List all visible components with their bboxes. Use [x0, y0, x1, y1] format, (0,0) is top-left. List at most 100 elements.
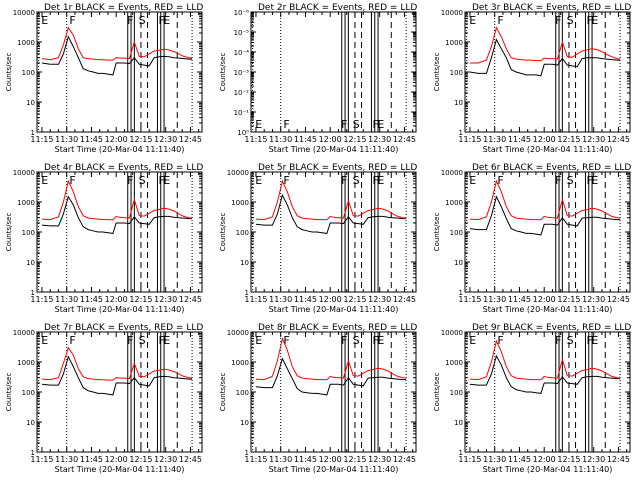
- phase-marker: F: [555, 14, 561, 27]
- x-tick-label: 11:45: [508, 295, 531, 304]
- x-axis-label: Start Time (20-Mar-04 11:11:40): [55, 305, 185, 314]
- phase-marker: F: [69, 174, 75, 187]
- phase-marker: E: [41, 334, 48, 347]
- x-tick-label: 12:15: [557, 455, 580, 464]
- y-tick-label: 10: [26, 259, 35, 267]
- phase-marker: F: [372, 118, 378, 131]
- phase-marker: F: [69, 14, 75, 27]
- y-tick-label: 100: [22, 69, 35, 77]
- x-tick-label: 12:00: [319, 295, 342, 304]
- y-axis-label: Counts/sec: [433, 213, 441, 252]
- plot-frame: [250, 11, 417, 133]
- plot-frame: [36, 11, 203, 133]
- x-tick-label: 12:15: [129, 135, 152, 144]
- y-axis-label: Counts/sec: [219, 373, 227, 412]
- x-tick-label: 11:45: [80, 455, 103, 464]
- x-axis-label: Start Time (20-Mar-04 11:11:40): [483, 305, 613, 314]
- y-tick-label: 1: [31, 129, 35, 137]
- y-tick-label: 100: [22, 389, 35, 397]
- panel-title: Det 1r BLACK = Events, RED = LLD: [44, 3, 203, 13]
- y-tick-label: 10000: [13, 9, 35, 17]
- lld-series-line: [469, 26, 621, 64]
- y-tick-label: 1000: [17, 359, 35, 367]
- events-series-line: [469, 354, 621, 394]
- x-tick-label: 12:00: [105, 295, 128, 304]
- y-axis-label: Counts/sec: [5, 373, 13, 412]
- x-tick-label: 12:30: [582, 455, 605, 464]
- events-series-line: [41, 195, 193, 234]
- x-tick-label: 11:30: [55, 295, 78, 304]
- x-tick-label: 11:15: [458, 135, 481, 144]
- phase-marker: F: [127, 174, 133, 187]
- lld-series-line: [469, 179, 621, 221]
- y-tick-label: 100: [22, 229, 35, 237]
- events-series-line: [255, 193, 407, 234]
- phase-marker: S: [353, 174, 360, 187]
- phase-marker: F: [158, 174, 164, 187]
- x-tick-label: 12:00: [533, 295, 556, 304]
- phase-marker: E: [163, 174, 170, 187]
- x-tick-label: 11:15: [458, 455, 481, 464]
- x-tick-label: 11:15: [244, 135, 267, 144]
- x-tick-label: 12:45: [179, 455, 202, 464]
- x-axis-label: Start Time (20-Mar-04 11:11:40): [483, 465, 613, 474]
- phase-marker: F: [341, 174, 347, 187]
- x-tick-label: 12:30: [368, 455, 391, 464]
- y-tick-label: 1000: [17, 39, 35, 47]
- x-tick-label: 12:30: [154, 295, 177, 304]
- phase-marker: E: [377, 334, 384, 347]
- x-tick-label: 12:00: [319, 455, 342, 464]
- plot-frame: [464, 171, 631, 293]
- panel-title: Det 3r BLACK = Events, RED = LLD: [472, 3, 631, 13]
- y-tick-label: 10: [26, 419, 35, 427]
- x-tick-label: 11:15: [244, 455, 267, 464]
- x-tick-label: 11:15: [30, 295, 53, 304]
- y-tick-label: 10000: [441, 329, 463, 337]
- x-axis-label: Start Time (20-Mar-04 11:11:40): [483, 145, 613, 154]
- lld-series-line: [469, 339, 621, 381]
- y-axis-label: Counts/sec: [219, 213, 227, 252]
- plot-frame: [464, 11, 631, 133]
- phase-marker: F: [497, 14, 503, 27]
- phase-marker: S: [353, 334, 360, 347]
- y-tick-label: 10000: [441, 169, 463, 177]
- phase-marker: E: [163, 334, 170, 347]
- x-axis-label: Start Time (20-Mar-04 11:11:40): [269, 145, 399, 154]
- y-tick-label: 1000: [231, 199, 249, 207]
- x-tick-label: 12:00: [105, 135, 128, 144]
- y-tick-label: 1: [459, 449, 463, 457]
- lld-series-line: [41, 346, 193, 381]
- y-tick-label: 10: [26, 99, 35, 107]
- panel-title: Det 2r BLACK = Events, RED = LLD: [258, 3, 417, 13]
- x-tick-label: 12:45: [607, 455, 630, 464]
- phase-marker: F: [372, 334, 378, 347]
- y-tick-label: 10⁻³: [234, 69, 250, 77]
- phase-marker: F: [586, 334, 592, 347]
- x-axis-label: Start Time (20-Mar-04 11:11:40): [269, 305, 399, 314]
- lld-series-line: [255, 337, 407, 381]
- x-tick-label: 11:30: [483, 135, 506, 144]
- x-tick-label: 11:45: [80, 135, 103, 144]
- phase-marker: F: [127, 14, 133, 27]
- x-tick-label: 12:15: [343, 295, 366, 304]
- x-tick-label: 11:45: [294, 135, 317, 144]
- y-tick-label: 100: [450, 229, 463, 237]
- phase-marker: F: [158, 334, 164, 347]
- y-tick-label: 10000: [227, 329, 249, 337]
- y-tick-label: 1000: [445, 199, 463, 207]
- y-axis-label: Counts/sec: [433, 373, 441, 412]
- x-axis-label: Start Time (20-Mar-04 11:11:40): [269, 465, 399, 474]
- x-tick-label: 12:45: [393, 295, 416, 304]
- phase-marker: F: [283, 174, 289, 187]
- phase-marker: E: [469, 14, 476, 27]
- x-tick-label: 12:00: [533, 455, 556, 464]
- phase-marker: F: [555, 174, 561, 187]
- y-axis-label: Counts/sec: [5, 53, 13, 92]
- y-tick-label: 10: [454, 99, 463, 107]
- events-series-line: [255, 357, 407, 396]
- y-tick-label: 1: [31, 289, 35, 297]
